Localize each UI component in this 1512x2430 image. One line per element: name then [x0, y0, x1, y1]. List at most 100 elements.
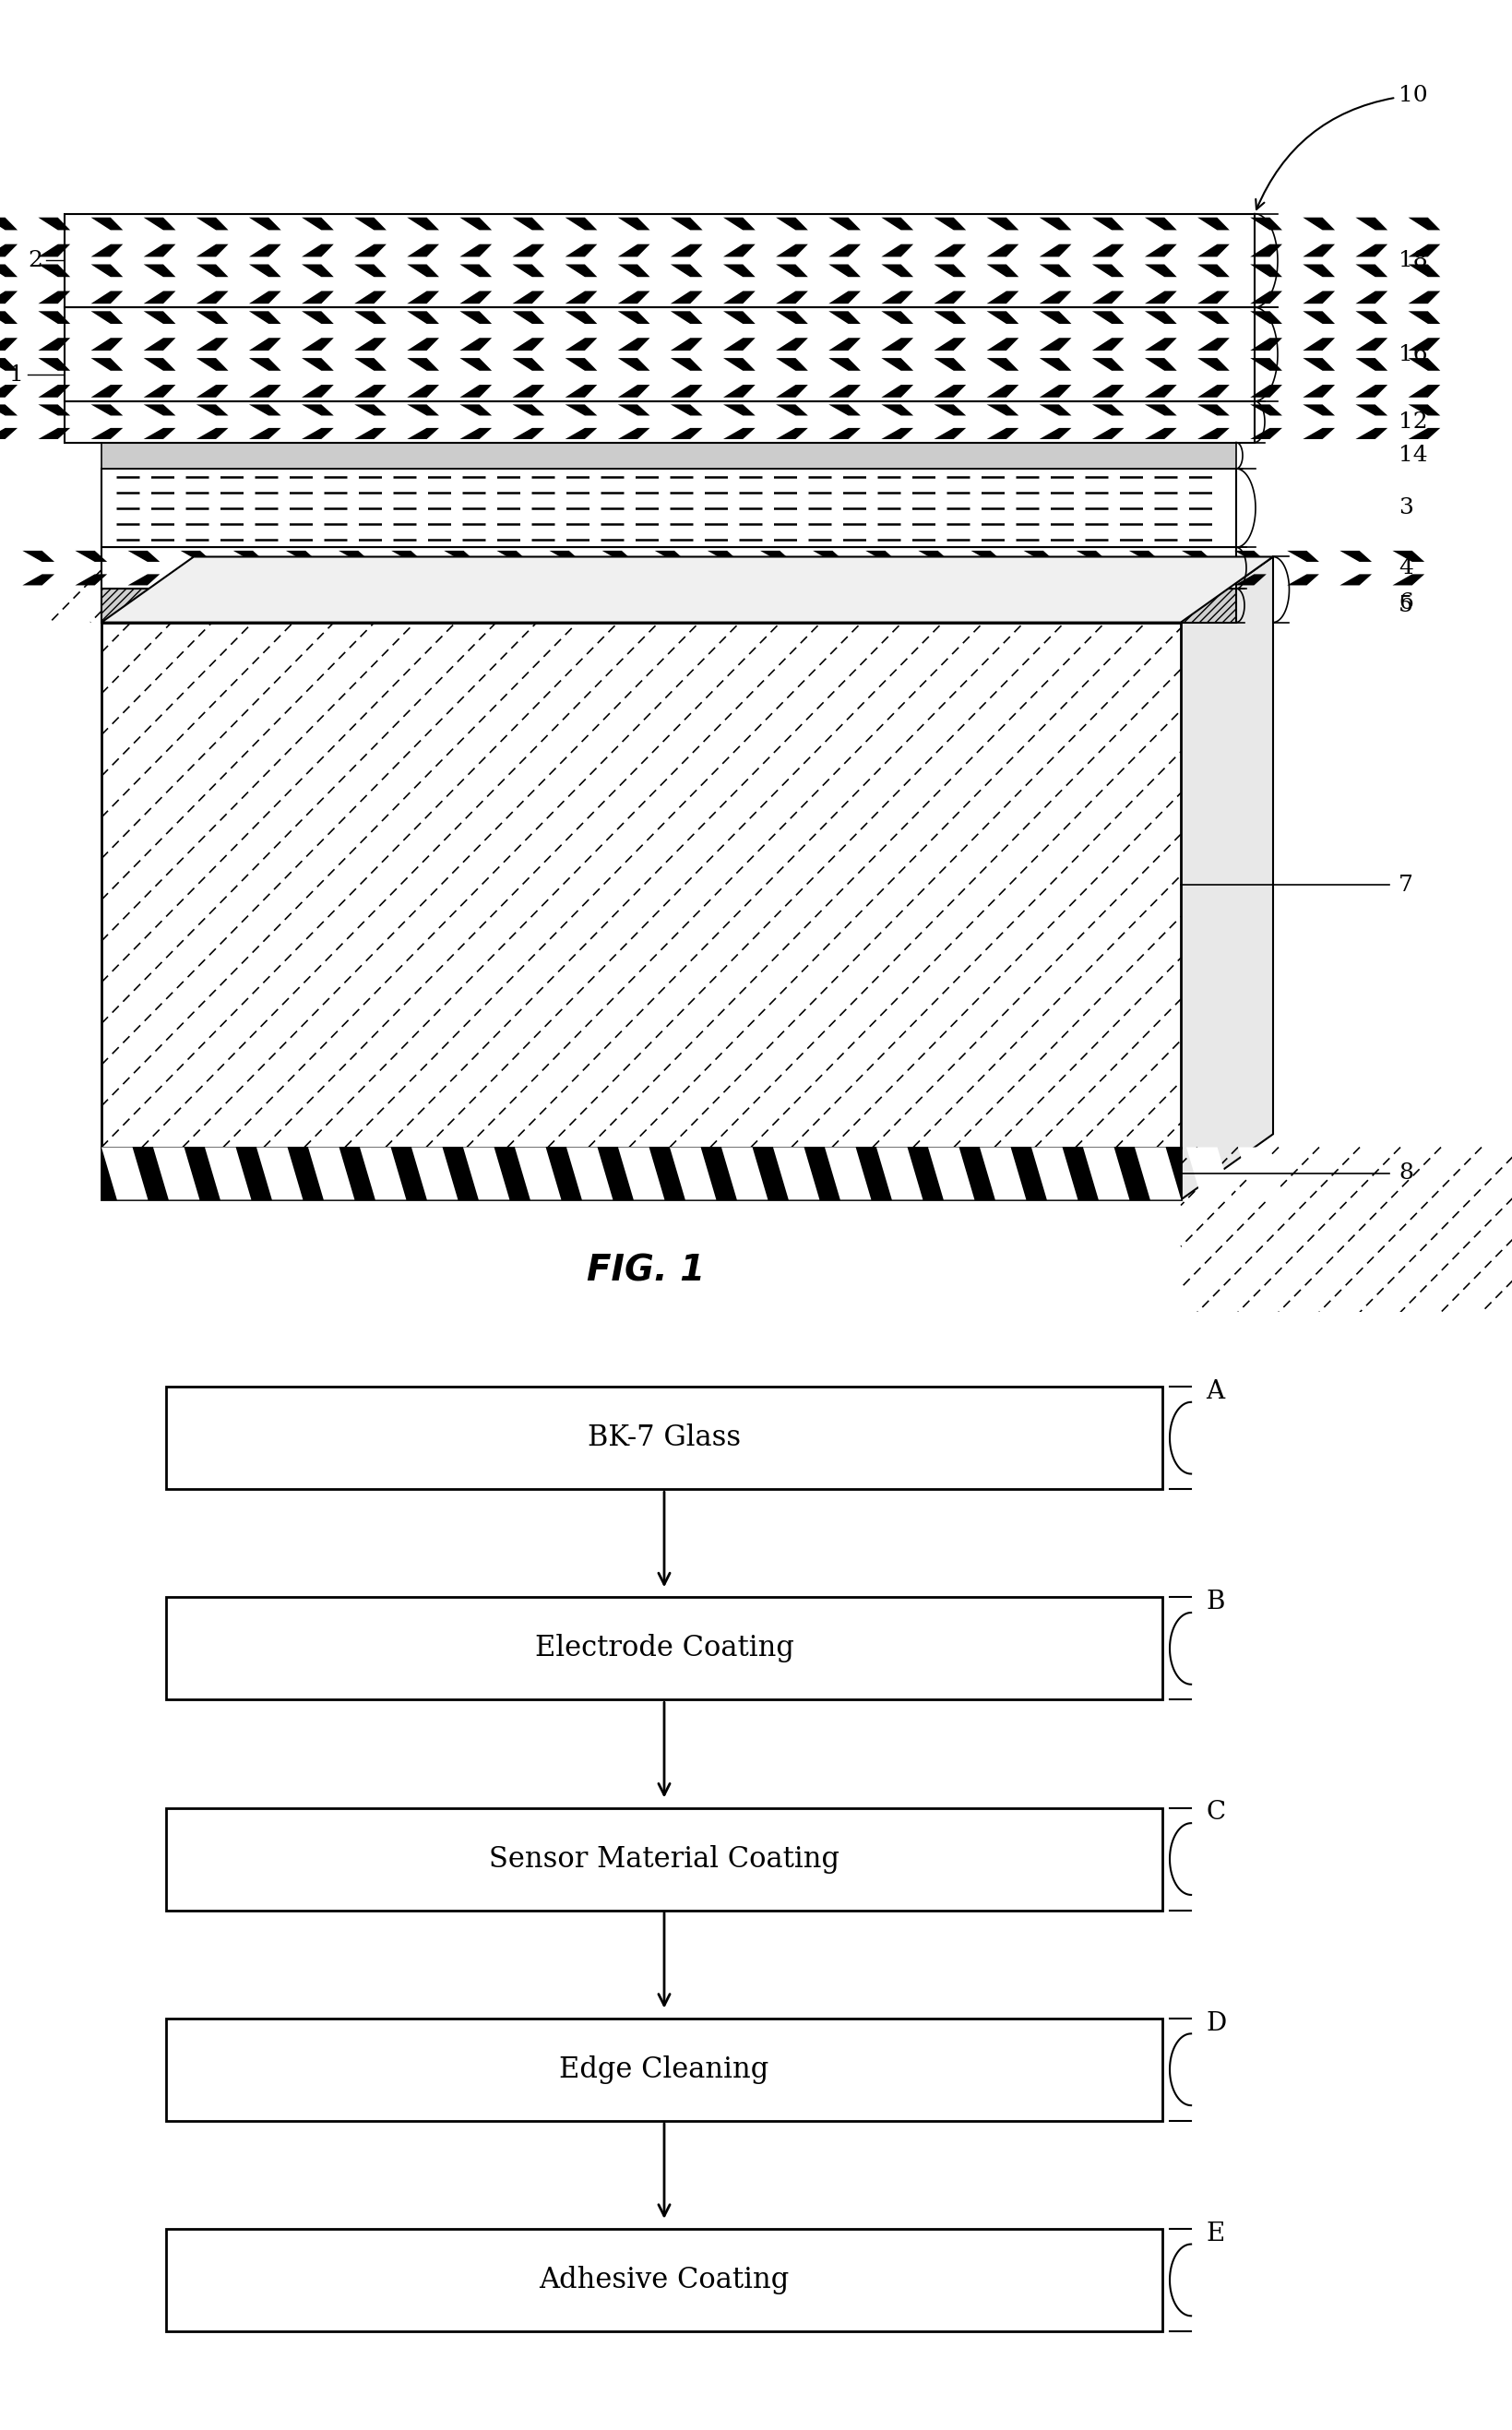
Polygon shape — [865, 552, 897, 561]
Polygon shape — [204, 1147, 251, 1200]
Polygon shape — [38, 292, 70, 304]
Polygon shape — [407, 292, 438, 304]
Polygon shape — [1302, 311, 1334, 323]
Text: 16: 16 — [1397, 343, 1427, 364]
Polygon shape — [460, 403, 491, 416]
Polygon shape — [776, 428, 807, 440]
Polygon shape — [1340, 573, 1371, 586]
Polygon shape — [933, 216, 966, 231]
Polygon shape — [1198, 265, 1229, 277]
Polygon shape — [23, 552, 54, 561]
Polygon shape — [723, 216, 754, 231]
Polygon shape — [354, 216, 386, 231]
Polygon shape — [249, 357, 281, 372]
Polygon shape — [354, 311, 386, 323]
Text: Electrode Coating: Electrode Coating — [534, 1633, 794, 1662]
Polygon shape — [301, 292, 334, 304]
Polygon shape — [91, 357, 122, 372]
Polygon shape — [91, 403, 122, 416]
Polygon shape — [513, 357, 544, 372]
Polygon shape — [565, 338, 597, 350]
Polygon shape — [1355, 384, 1387, 399]
Polygon shape — [197, 216, 228, 231]
Polygon shape — [460, 357, 491, 372]
Polygon shape — [1198, 311, 1229, 323]
Polygon shape — [1408, 384, 1439, 399]
Polygon shape — [1092, 403, 1123, 416]
Text: 7: 7 — [1397, 875, 1412, 894]
Polygon shape — [407, 216, 438, 231]
Polygon shape — [617, 311, 650, 323]
Polygon shape — [354, 292, 386, 304]
Bar — [166, 2228, 1161, 2330]
Polygon shape — [1340, 552, 1371, 561]
Polygon shape — [670, 243, 702, 258]
Polygon shape — [933, 265, 966, 277]
Polygon shape — [1355, 428, 1387, 440]
Polygon shape — [301, 311, 334, 323]
Polygon shape — [829, 311, 860, 323]
Polygon shape — [565, 292, 597, 304]
Polygon shape — [0, 384, 18, 399]
Polygon shape — [1083, 1147, 1129, 1200]
Polygon shape — [38, 428, 70, 440]
Polygon shape — [180, 552, 212, 561]
Polygon shape — [933, 338, 966, 350]
Text: 5: 5 — [1397, 595, 1412, 617]
Polygon shape — [776, 403, 807, 416]
Polygon shape — [933, 384, 966, 399]
Polygon shape — [1408, 265, 1439, 277]
Text: 2: 2 — [27, 250, 42, 272]
Polygon shape — [1024, 573, 1055, 586]
Polygon shape — [1391, 573, 1424, 586]
Polygon shape — [986, 311, 1018, 323]
Polygon shape — [602, 573, 634, 586]
Polygon shape — [829, 403, 860, 416]
Polygon shape — [933, 357, 966, 372]
Bar — [101, 547, 1235, 588]
Bar — [65, 214, 1253, 309]
Polygon shape — [1185, 1147, 1232, 1200]
Polygon shape — [1039, 243, 1070, 258]
Polygon shape — [759, 552, 792, 561]
Polygon shape — [723, 243, 754, 258]
Polygon shape — [1355, 311, 1387, 323]
Polygon shape — [463, 1147, 510, 1200]
Polygon shape — [1039, 216, 1070, 231]
Text: 10: 10 — [1255, 85, 1427, 209]
Polygon shape — [443, 552, 476, 561]
Bar — [101, 469, 1235, 547]
Polygon shape — [91, 243, 122, 258]
Polygon shape — [144, 428, 175, 440]
Polygon shape — [1092, 265, 1123, 277]
Polygon shape — [1039, 311, 1070, 323]
Polygon shape — [339, 552, 370, 561]
Polygon shape — [197, 243, 228, 258]
Polygon shape — [1198, 357, 1229, 372]
Polygon shape — [233, 552, 265, 561]
Polygon shape — [776, 338, 807, 350]
Polygon shape — [1134, 1147, 1181, 1200]
Polygon shape — [249, 403, 281, 416]
Polygon shape — [829, 428, 860, 440]
Polygon shape — [670, 403, 702, 416]
Polygon shape — [723, 265, 754, 277]
Polygon shape — [0, 292, 18, 304]
Polygon shape — [144, 311, 175, 323]
Polygon shape — [1302, 357, 1334, 372]
Polygon shape — [496, 573, 528, 586]
Text: Adhesive Coating: Adhesive Coating — [538, 2265, 789, 2294]
Polygon shape — [127, 573, 160, 586]
Polygon shape — [655, 552, 686, 561]
Polygon shape — [618, 1147, 664, 1200]
Polygon shape — [776, 292, 807, 304]
Polygon shape — [76, 573, 107, 586]
Polygon shape — [1145, 216, 1176, 231]
Polygon shape — [197, 428, 228, 440]
Polygon shape — [301, 357, 334, 372]
Polygon shape — [286, 552, 318, 561]
Polygon shape — [513, 265, 544, 277]
Polygon shape — [617, 216, 650, 231]
Polygon shape — [1391, 552, 1424, 561]
Polygon shape — [829, 243, 860, 258]
